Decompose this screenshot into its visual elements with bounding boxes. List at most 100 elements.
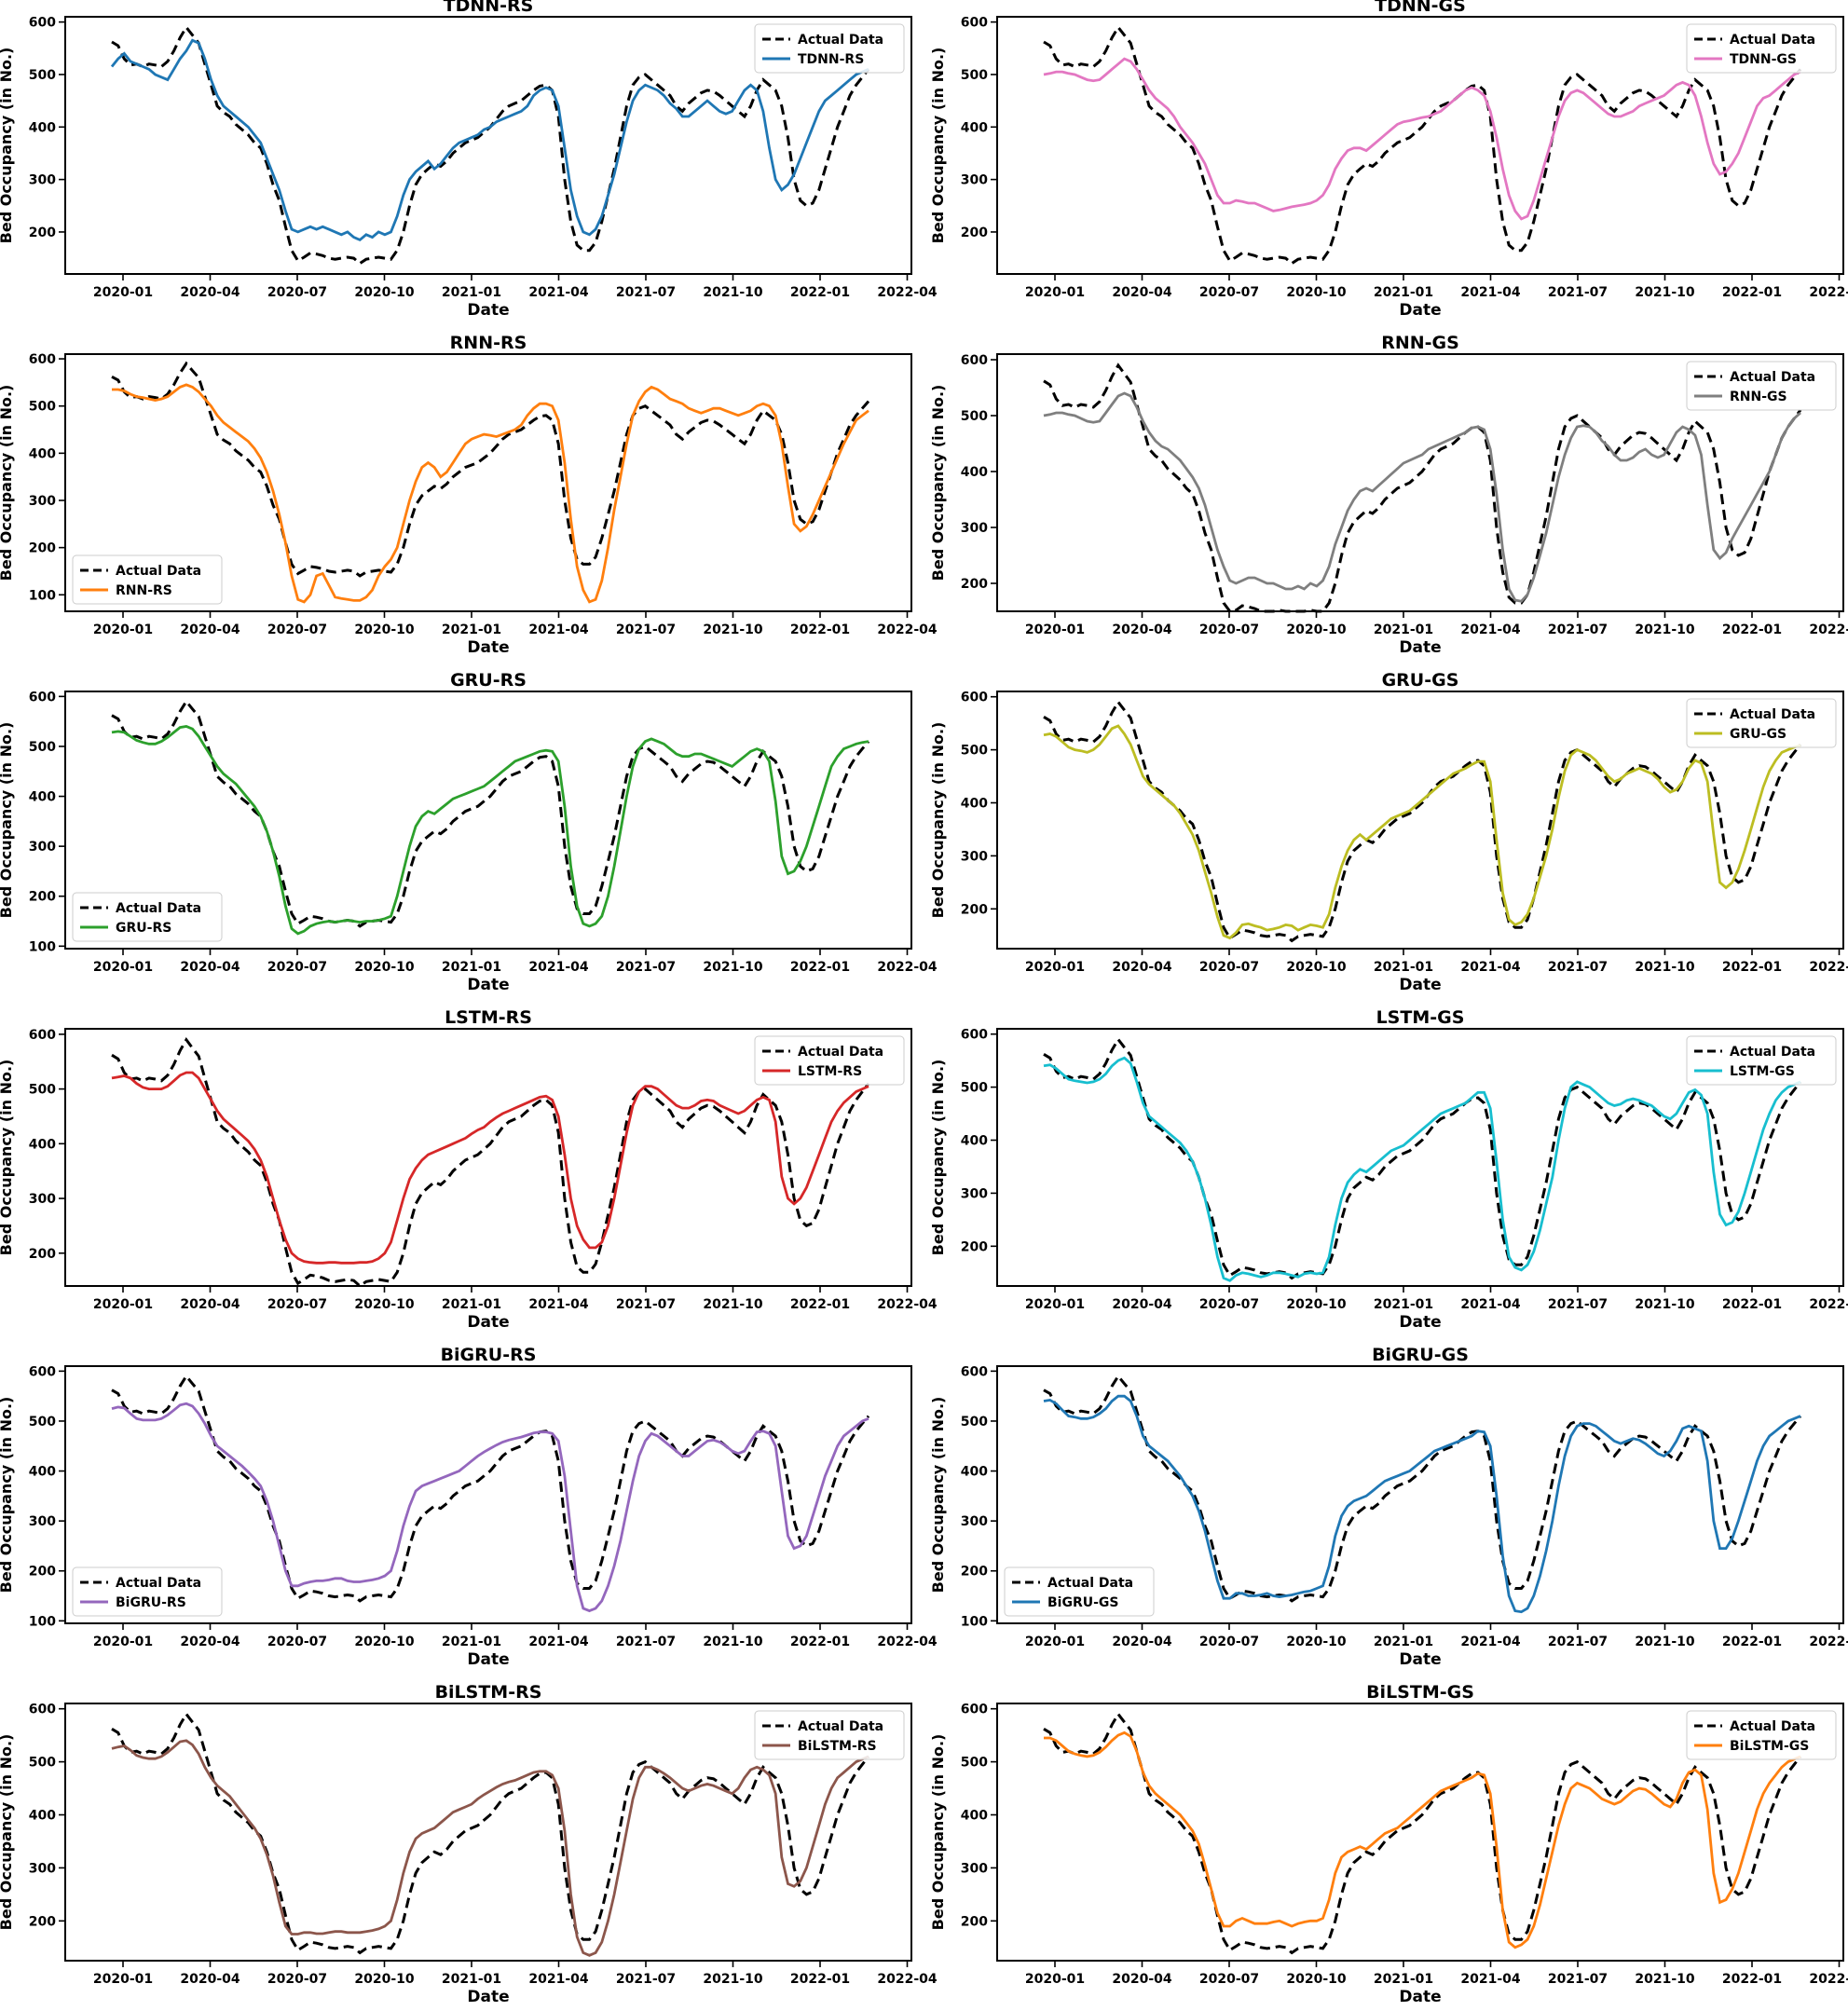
- x-tick-label: 2021-04: [1460, 1972, 1521, 1987]
- legend: Actual Data LSTM-GS: [1686, 1035, 1837, 1086]
- series-actual-data: [1043, 1711, 1802, 1955]
- x-tick-label: 2022-01: [790, 285, 850, 300]
- series-actual-data: [1043, 363, 1802, 613]
- y-tick-label: 200: [29, 1914, 56, 1929]
- x-tick-label: 2022-01: [1722, 1635, 1782, 1649]
- y-tick-label: 300: [29, 1861, 56, 1876]
- y-tick-label: 300: [961, 849, 988, 864]
- x-tick-label: 2020-07: [267, 1972, 327, 1987]
- y-tick-label: 600: [961, 1364, 988, 1379]
- x-tick-label: 2021-01: [1374, 622, 1433, 637]
- x-tick-label: 2020-04: [180, 622, 240, 637]
- x-tick-label: 2020-04: [180, 1635, 240, 1649]
- x-tick-label: 2020-01: [1025, 285, 1085, 300]
- x-tick-label: 2021-04: [528, 1297, 589, 1312]
- legend-box: [1004, 1566, 1155, 1617]
- x-tick-label: 2021-01: [1374, 960, 1433, 975]
- series-actual-data: [111, 699, 870, 928]
- y-tick-label: 600: [961, 691, 988, 705]
- x-tick-label: 2020-10: [1286, 285, 1347, 300]
- x-tick-label: 2021-07: [616, 1972, 676, 1987]
- x-tick-label: 2020-10: [1286, 1297, 1347, 1312]
- subplot-gru-gs: GRU-GS Bed Occupancy (in No.) 200 300 400 500…: [929, 670, 1848, 994]
- x-tick-label: 2022-04: [877, 1297, 938, 1312]
- x-tick-label: 2020-01: [93, 960, 153, 975]
- legend-label-model: BiGRU-GS: [1047, 1595, 1119, 1610]
- y-tick-label: 600: [29, 1364, 56, 1379]
- x-tick-label: 2021-01: [1374, 1972, 1433, 1987]
- x-tick-label: 2021-04: [1460, 622, 1521, 637]
- x-tick-label: 2020-10: [1286, 960, 1347, 975]
- y-axis-label: Bed Occupancy (in No.): [0, 1060, 15, 1256]
- y-axis-label: Bed Occupancy (in No.): [929, 1397, 947, 1594]
- x-tick-label: 2020-04: [180, 1297, 240, 1312]
- legend: Actual Data BiGRU-GS: [1004, 1566, 1155, 1617]
- y-tick-label: 300: [961, 1186, 988, 1201]
- legend-box: [754, 1035, 905, 1086]
- series-tdnn-rs: [110, 38, 869, 242]
- y-tick-label: 200: [29, 541, 56, 556]
- x-tick-label: 2020-04: [1112, 285, 1172, 300]
- y-tick-label: 300: [961, 173, 988, 188]
- y-tick-label: 400: [961, 1465, 988, 1480]
- subplot-bigru-rs: BiGRU-RS Bed Occupancy (in No.) 100 200 300 4…: [0, 1345, 938, 1669]
- legend-label-model: TDNN-GS: [1730, 52, 1797, 67]
- plot-frame: [996, 16, 1844, 275]
- subplot-lstm-gs: LSTM-GS Bed Occupancy (in No.) 200 300 400 50…: [929, 1007, 1848, 1332]
- y-tick-label: 500: [961, 409, 988, 424]
- y-tick-label: 200: [29, 226, 56, 240]
- legend: Actual Data GRU-RS: [72, 892, 223, 942]
- x-axis-label: Date: [1399, 1988, 1441, 2006]
- x-tick-label: 2020-07: [1199, 285, 1259, 300]
- x-tick-label: 2022-04: [877, 622, 938, 637]
- legend-box: [72, 1566, 223, 1617]
- x-tick-label: 2020-01: [93, 1297, 153, 1312]
- y-tick-label: 300: [961, 1861, 988, 1876]
- chart-title: TDNN-GS: [1375, 0, 1466, 16]
- x-tick-label: 2021-01: [442, 285, 501, 300]
- x-tick-label: 2020-04: [1112, 1297, 1172, 1312]
- legend-label-model: BiGRU-RS: [116, 1595, 186, 1610]
- series-bigru-rs: [111, 1402, 869, 1613]
- x-tick-label: 2021-04: [528, 960, 589, 975]
- x-tick-label: 2022-01: [1722, 960, 1782, 975]
- legend-label-actual: Actual Data: [798, 33, 883, 48]
- chart-title: RNN-GS: [1381, 333, 1459, 353]
- x-tick-label: 2021-10: [1635, 622, 1695, 637]
- subplot-rnn-gs: RNN-GS Bed Occupancy (in No.) 200 300 400 500…: [929, 333, 1848, 657]
- series-bigru-gs: [1043, 1394, 1801, 1614]
- x-tick-label: 2021-10: [703, 960, 763, 975]
- y-tick-label: 600: [961, 353, 988, 368]
- y-axis-label: Bed Occupancy (in No.): [929, 1060, 947, 1256]
- x-tick-label: 2021-07: [1548, 622, 1608, 637]
- x-tick-label: 2022-04: [877, 1635, 938, 1649]
- x-tick-label: 2022-04: [1809, 960, 1848, 975]
- legend-label-actual: Actual Data: [116, 564, 201, 579]
- x-tick-label: 2022-01: [1722, 1972, 1782, 1987]
- x-tick-label: 2021-01: [442, 1297, 501, 1312]
- series-lstm-rs: [111, 1071, 869, 1265]
- y-tick-label: 400: [961, 1134, 988, 1149]
- x-tick-label: 2020-10: [354, 1297, 415, 1312]
- y-tick-label: 200: [961, 902, 988, 917]
- chart-title: LSTM-RS: [445, 1007, 532, 1028]
- x-tick-label: 2020-04: [180, 960, 240, 975]
- plot-frame: [996, 1365, 1844, 1624]
- y-tick-label: 300: [961, 1514, 988, 1529]
- legend-label-actual: Actual Data: [798, 1045, 883, 1060]
- legend-label-model: TDNN-RS: [798, 52, 864, 67]
- legend: Actual Data RNN-GS: [1686, 361, 1837, 411]
- subplot-gru-rs: GRU-RS Bed Occupancy (in No.) 100 200 300 400…: [0, 670, 938, 994]
- x-tick-label: 2022-01: [790, 1297, 850, 1312]
- y-tick-label: 500: [29, 740, 56, 755]
- y-tick-label: 200: [961, 1914, 988, 1929]
- legend-label-model: RNN-GS: [1730, 390, 1787, 404]
- y-tick-label: 300: [29, 173, 56, 188]
- y-tick-label: 200: [961, 226, 988, 240]
- plot-frame: [64, 16, 912, 275]
- legend-box: [72, 554, 223, 605]
- x-tick-label: 2020-07: [1199, 622, 1259, 637]
- x-tick-label: 2021-01: [442, 1635, 501, 1649]
- legend: Actual Data TDNN-GS: [1686, 23, 1837, 74]
- series-actual-data: [1043, 24, 1802, 266]
